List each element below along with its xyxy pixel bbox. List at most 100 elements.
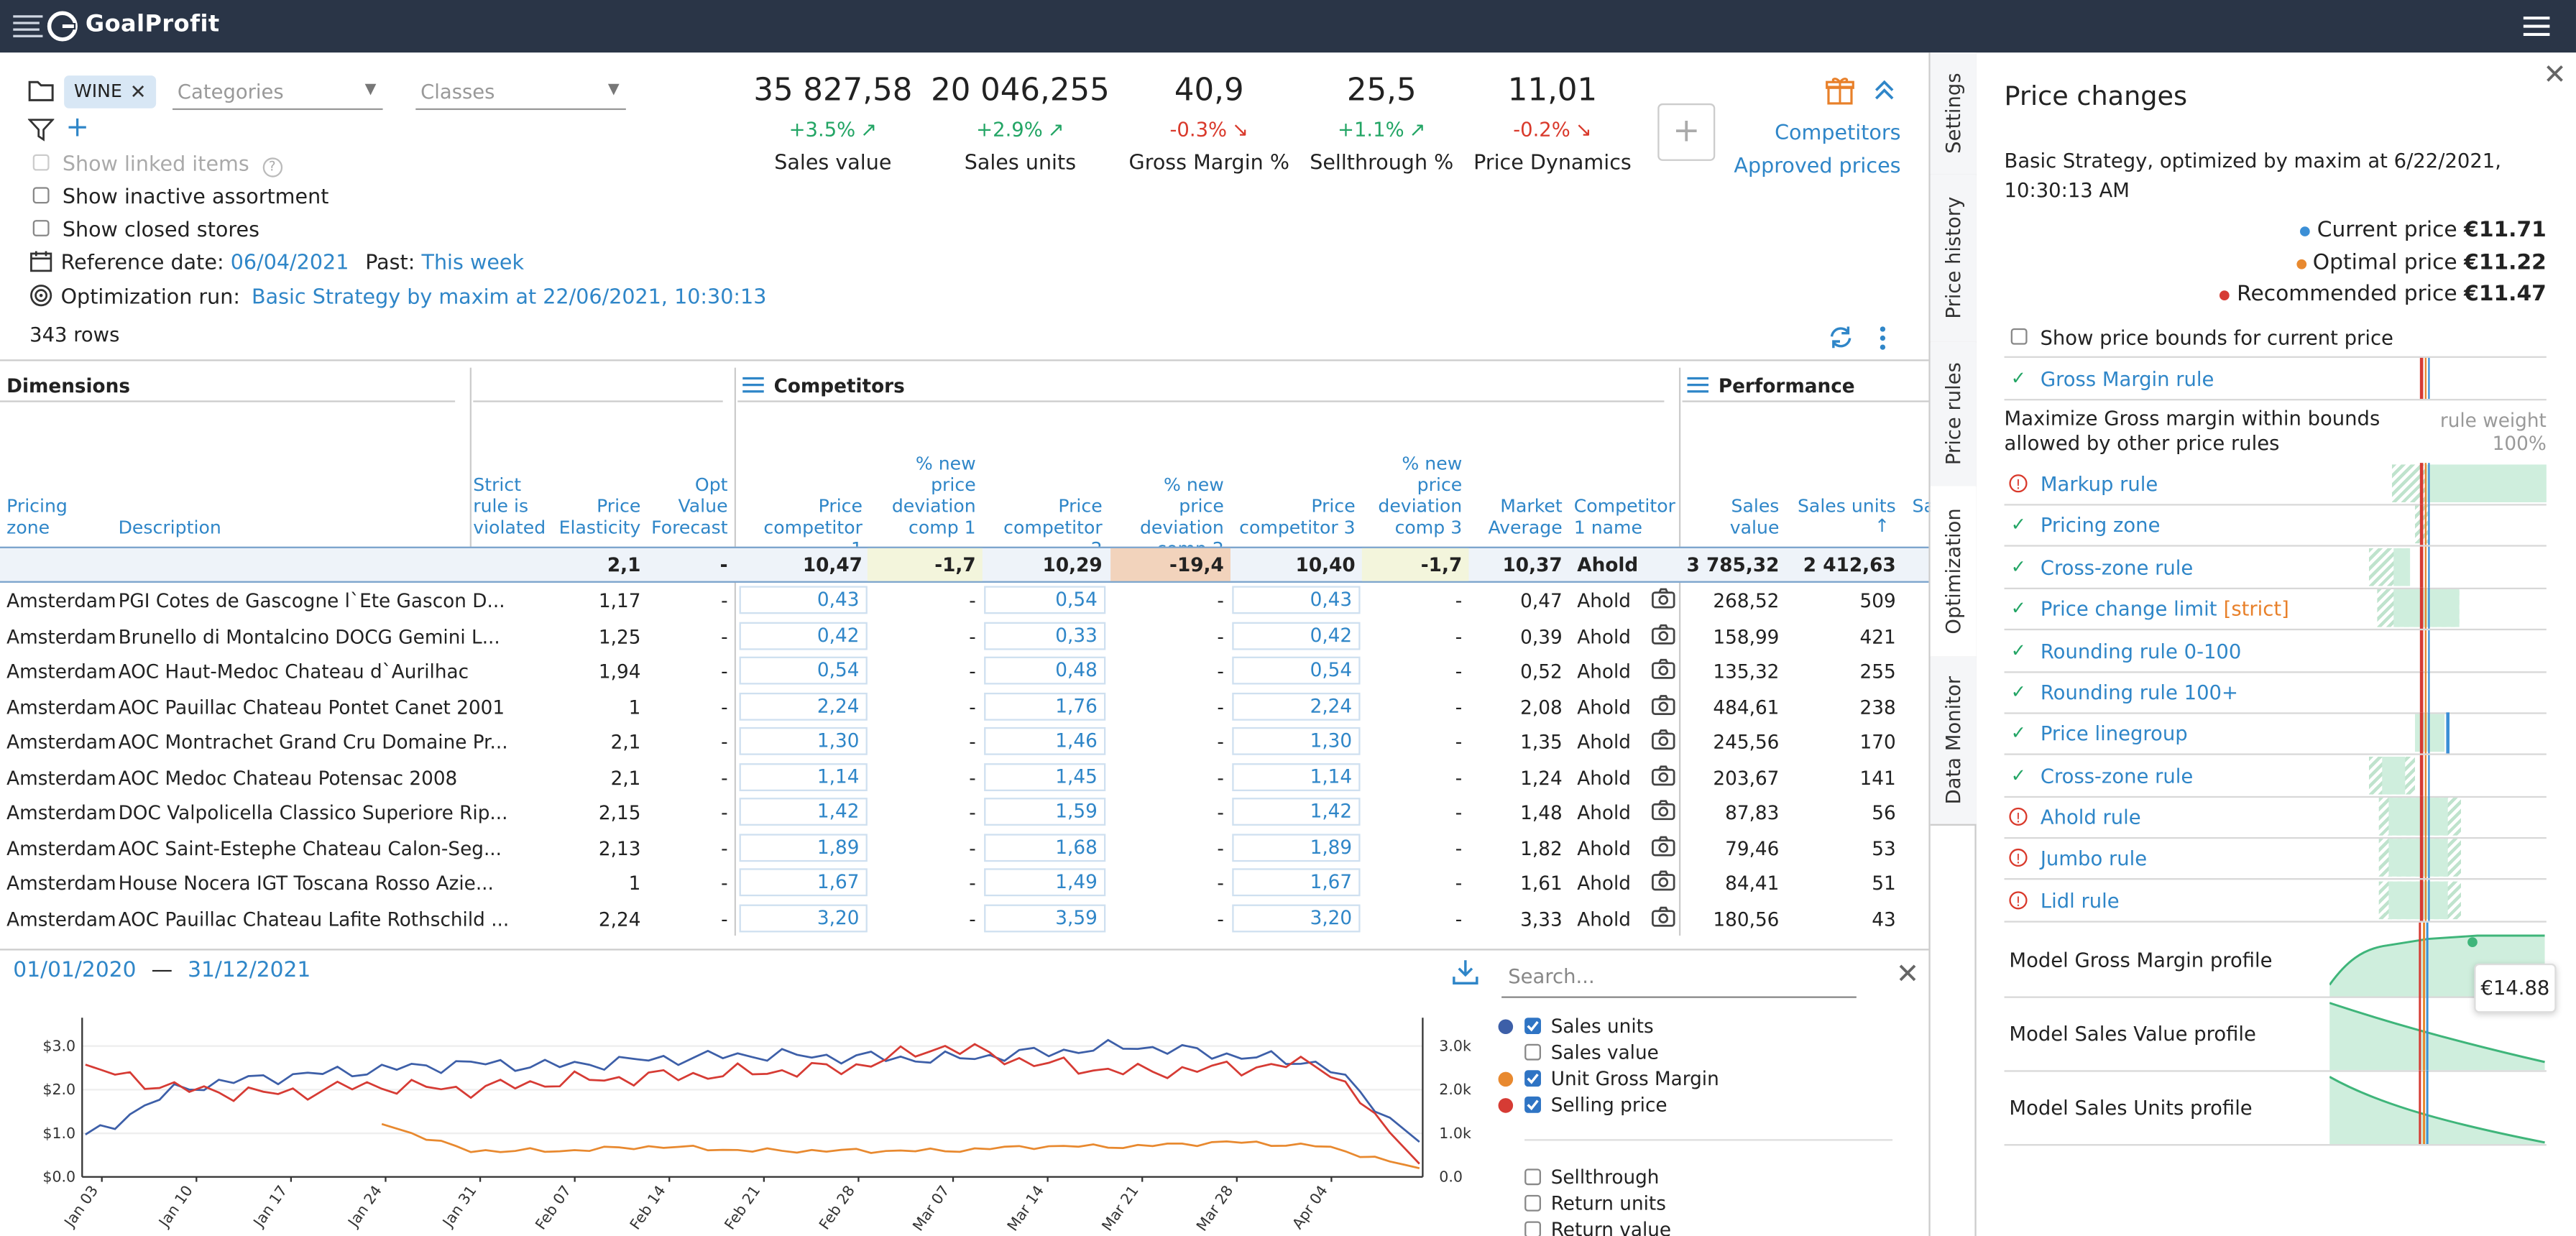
table-row[interactable]: Amsterdam House Nocera IGT Toscana Rosso … [0,865,1927,900]
cell-competitor-price-input[interactable]: 1,14 [1232,762,1361,790]
cell-competitor-price-input[interactable]: 0,54 [984,586,1106,614]
price-rule-row[interactable]: ! Lidl rule [2004,880,2547,923]
cell-competitor-price-input[interactable]: 1,67 [739,868,868,897]
camera-icon[interactable] [1651,764,1675,790]
price-rule-row[interactable]: ✓ Cross-zone rule [2004,546,2547,590]
cell-competitor-price-input[interactable]: 1,30 [739,727,868,755]
legend-checkbox[interactable] [1524,1221,1541,1236]
header-deviation-comp-3[interactable]: % new price deviation comp 3 [1378,453,1463,539]
folder-icon[interactable] [28,79,55,102]
cell-competitor-price-input[interactable]: 0,43 [739,586,868,614]
cell-competitor-price-input[interactable]: 0,42 [1232,621,1361,650]
camera-icon[interactable] [1651,905,1675,932]
price-rule-row[interactable]: ✓ Rounding rule 100+ [2004,671,2547,714]
header-price-competitor-3[interactable]: Price competitor 3 [1239,495,1356,539]
show-closed-checkbox[interactable]: Show closed stores [32,217,259,241]
table-row[interactable]: Amsterdam AOC Pauillac Chateau Pontet Can… [0,688,1927,724]
categories-select[interactable]: Categories ▼ [172,75,383,111]
table-row[interactable]: Amsterdam DOC Valpolicella Classico Super… [0,795,1927,830]
time-series-chart[interactable]: $0.0 $1.0 $2.0 $3.0 0.0 1.0k 2.0k 3.0k Jan 03 Jan… [0,992,1487,1236]
price-rule-row[interactable]: ✓ Pricing zone [2004,504,2547,547]
table-row[interactable]: Amsterdam Brunello di Montalcino DOCG Gem… [0,618,1927,653]
camera-icon[interactable] [1651,588,1675,614]
reference-date-link[interactable]: 06/04/2021 [230,249,349,275]
camera-icon[interactable] [1651,729,1675,755]
legend-checkbox[interactable] [1524,1194,1541,1212]
rule-label[interactable]: Rounding rule 0-100 [2041,640,2241,663]
cell-competitor-price-input[interactable]: 1,46 [984,727,1106,755]
cell-competitor-price-input[interactable]: 0,54 [739,656,868,685]
rule-label[interactable]: Cross-zone rule [2041,556,2193,579]
price-rule-row[interactable]: ! Markup rule [2004,463,2547,506]
chart-search-field[interactable]: Search... [1501,960,1857,998]
filter-icon[interactable] [27,118,55,142]
price-rule-row[interactable]: ✓ Rounding rule 0-100 [2004,630,2547,673]
rule-label[interactable]: Ahold rule [2041,806,2141,829]
date-to[interactable]: 31/12/2021 [188,958,311,984]
camera-icon[interactable] [1651,799,1675,826]
rule-label[interactable]: Price change limit [strict] [2041,597,2289,620]
chip-close-icon[interactable]: ✕ [129,80,147,103]
cell-competitor-price-input[interactable]: 3,20 [739,903,868,932]
checkbox[interactable] [32,154,50,171]
past-value-link[interactable]: This week [421,249,525,275]
add-kpi-button[interactable]: + [1657,103,1716,161]
more-options-icon[interactable] [1878,325,1888,351]
camera-icon[interactable] [1651,623,1675,650]
legend-checkbox[interactable] [1524,1168,1541,1186]
cell-competitor-price-input[interactable]: 1,49 [984,868,1106,897]
close-panel-icon[interactable]: ✕ [2543,59,2567,92]
approved-prices-link[interactable]: Approved prices [1734,152,1901,177]
rule-label[interactable]: Cross-zone rule [2041,765,2193,788]
cell-competitor-price-input[interactable]: 3,20 [1232,903,1361,932]
header-strict-rule[interactable]: Strict rule is violated [473,474,546,539]
price-rule-row[interactable]: ! Jumbo rule [2004,836,2547,880]
cell-competitor-price-input[interactable]: 2,24 [739,691,868,720]
header-description[interactable]: Description [118,517,221,539]
cell-competitor-price-input[interactable]: 0,43 [1232,586,1361,614]
header-market-average[interactable]: Market Average [1488,495,1563,539]
legend-checkbox[interactable] [1524,1018,1541,1035]
tab-price-rules[interactable]: Price rules [1930,341,1977,488]
header-pricing-zone[interactable]: Pricing zone [6,495,68,539]
checkbox[interactable] [32,187,50,204]
rule-label[interactable]: Gross Margin rule [2041,368,2214,391]
camera-icon[interactable] [1651,658,1675,685]
table-row[interactable]: Amsterdam AOC Medoc Chateau Potensac 2008… [0,759,1927,794]
table-row[interactable]: Amsterdam AOC Saint-Estephe Chateau Calon… [0,830,1927,865]
show-inactive-checkbox[interactable]: Show inactive assortment [32,184,329,208]
cell-competitor-price-input[interactable]: 1,59 [984,798,1106,826]
header-competitor-name[interactable]: Competitor 1 name [1573,495,1675,539]
cell-competitor-price-input[interactable]: 1,14 [739,762,868,790]
rule-label[interactable]: Markup rule [2041,473,2158,496]
cell-competitor-price-input[interactable]: 0,48 [984,656,1106,685]
column-menu-icon[interactable] [742,376,764,394]
cell-competitor-price-input[interactable]: 0,42 [739,621,868,650]
classes-select[interactable]: Classes ▼ [415,75,626,111]
tab-settings[interactable]: Settings [1930,52,1977,176]
price-rule-row[interactable]: ✓ Price change limit [strict] [2004,587,2547,631]
date-from[interactable]: 01/01/2020 [13,958,137,984]
legend-checkbox[interactable] [1524,1070,1541,1087]
show-linked-checkbox[interactable]: Show linked items ? [32,151,282,177]
legend-checkbox[interactable] [1524,1096,1541,1113]
camera-icon[interactable] [1651,870,1675,897]
close-chart-icon[interactable]: ✕ [1895,958,1920,992]
download-icon[interactable] [1453,959,1479,985]
date-range[interactable]: 01/01/2020 — 31/12/2021 [13,959,310,983]
show-bounds-checkbox[interactable]: Show price bounds for current price [2010,327,2393,350]
price-rule-row[interactable]: ! Ahold rule [2004,795,2547,839]
cell-competitor-price-input[interactable]: 1,68 [984,833,1106,862]
header-sales-units[interactable]: Sales units [1797,495,1896,517]
price-rule-row[interactable]: ✓ Gross Margin rule [2004,357,2547,401]
cell-competitor-price-input[interactable]: 0,33 [984,621,1106,650]
cell-competitor-price-input[interactable]: 1,76 [984,691,1106,720]
tab-price-history[interactable]: Price history [1930,174,1977,343]
table-row[interactable]: Amsterdam AOC Pauillac Chateau Lafite Rot… [0,900,1927,936]
cell-competitor-price-input[interactable]: 1,42 [1232,798,1361,826]
checkbox[interactable] [2010,328,2028,345]
wine-filter-chip[interactable]: WINE ✕ [64,75,157,109]
tab-optimization[interactable]: Optimization [1930,486,1977,658]
rule-label[interactable]: Rounding rule 100+ [2041,681,2238,704]
cell-competitor-price-input[interactable]: 1,67 [1232,868,1361,897]
